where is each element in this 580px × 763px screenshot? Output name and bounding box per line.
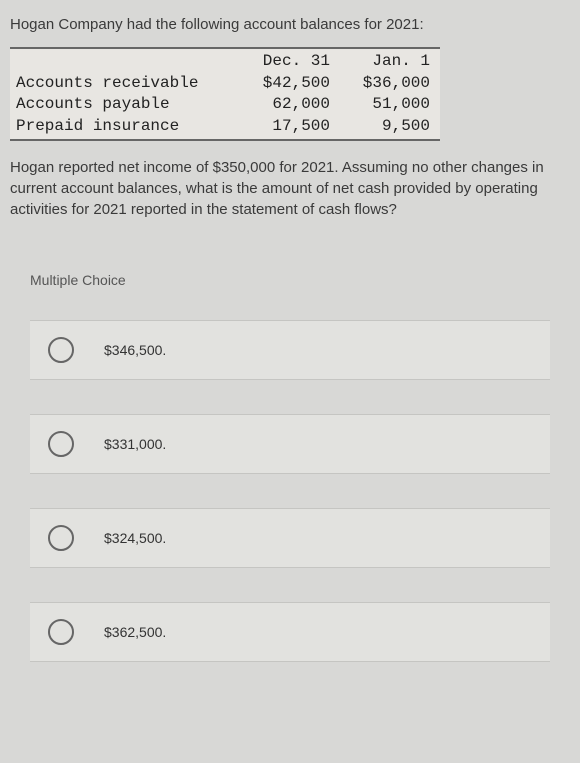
- table-row: Prepaid insurance 17,500 9,500: [10, 116, 440, 138]
- account-balances-table: Dec. 31 Jan. 1 Accounts receivable $42,5…: [10, 47, 440, 141]
- row-label: Prepaid insurance: [10, 116, 240, 138]
- table-row: Accounts payable 62,000 51,000: [10, 94, 440, 116]
- option-text: $362,500.: [104, 624, 166, 640]
- option-text: $331,000.: [104, 436, 166, 452]
- option-1[interactable]: $346,500.: [30, 320, 550, 380]
- radio-icon: [48, 525, 74, 551]
- question-text: Hogan reported net income of $350,000 fo…: [10, 157, 570, 220]
- multiple-choice-label: Multiple Choice: [30, 272, 570, 288]
- radio-icon: [48, 431, 74, 457]
- option-3[interactable]: $324,500.: [30, 508, 550, 568]
- row-label: Accounts receivable: [10, 73, 240, 95]
- intro-text: Hogan Company had the following account …: [10, 14, 570, 35]
- row-label: Accounts payable: [10, 94, 240, 116]
- header-col2: Jan. 1: [340, 51, 440, 73]
- header-col1: Dec. 31: [240, 51, 340, 73]
- table-row: Accounts receivable $42,500 $36,000: [10, 73, 440, 95]
- option-4[interactable]: $362,500.: [30, 602, 550, 662]
- option-text: $346,500.: [104, 342, 166, 358]
- header-empty: [10, 51, 240, 73]
- table-header-row: Dec. 31 Jan. 1: [10, 51, 440, 73]
- row-col1: 62,000: [240, 94, 340, 116]
- row-col2: 9,500: [340, 116, 440, 138]
- row-col1: $42,500: [240, 73, 340, 95]
- radio-icon: [48, 337, 74, 363]
- row-col1: 17,500: [240, 116, 340, 138]
- row-col2: $36,000: [340, 73, 440, 95]
- option-text: $324,500.: [104, 530, 166, 546]
- row-col2: 51,000: [340, 94, 440, 116]
- options-list: $346,500. $331,000. $324,500. $362,500.: [30, 320, 570, 662]
- option-2[interactable]: $331,000.: [30, 414, 550, 474]
- radio-icon: [48, 619, 74, 645]
